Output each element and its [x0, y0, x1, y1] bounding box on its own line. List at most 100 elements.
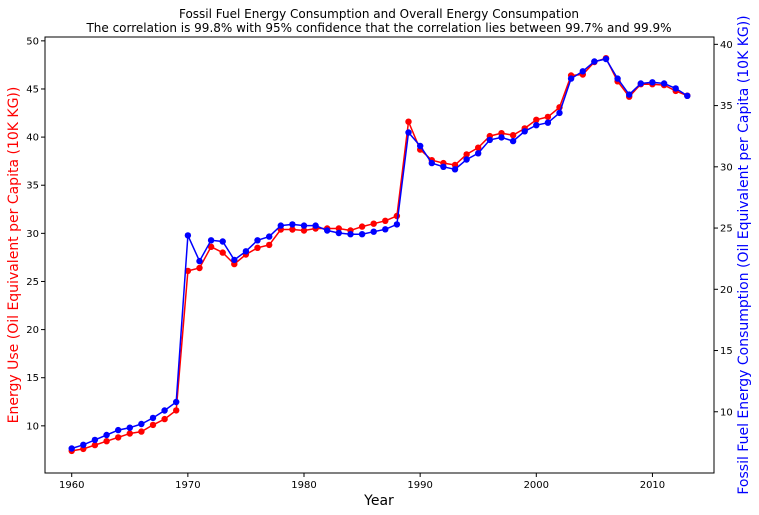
- fossil-fuel-data-point: [324, 227, 331, 234]
- energy-use-data-point: [161, 415, 168, 423]
- energy-use-data-point: [544, 113, 552, 121]
- left-y-tick-label: 15: [26, 373, 39, 384]
- fossil-fuel-data-point: [637, 80, 644, 87]
- right-y-tick-label: 20: [720, 285, 733, 296]
- right-y-tick-label: 25: [720, 224, 733, 235]
- fossil-fuel-data-point: [173, 398, 180, 406]
- fossil-fuel-data-point: [358, 231, 366, 238]
- fossil-fuel-data-point: [544, 119, 552, 126]
- energy-use-data-point: [266, 241, 273, 249]
- fossil-fuel-data-point: [451, 166, 459, 173]
- fossil-fuel-data-point: [126, 424, 133, 431]
- x-tick-label: 1960: [59, 480, 84, 491]
- fossil-fuel-data-point: [161, 407, 168, 414]
- fossil-fuel-data-point: [417, 142, 424, 150]
- energy-use-data-point: [405, 118, 412, 125]
- fossil-fuel-data-point: [231, 256, 238, 264]
- x-tick-label: 1990: [407, 480, 432, 491]
- fossil-fuel-data-point: [115, 426, 122, 434]
- fossil-fuel-data-point: [184, 232, 192, 239]
- fossil-fuel-data-point: [149, 414, 157, 422]
- energy-use-data-point: [91, 441, 99, 449]
- left-y-tick-label: 40: [26, 133, 39, 144]
- energy-use-data-point: [173, 407, 180, 414]
- energy-use-data-point: [126, 430, 133, 437]
- fossil-fuel-data-point: [649, 79, 656, 86]
- plot-frame: [44, 36, 715, 474]
- fossil-fuel-data-point: [660, 80, 668, 87]
- fossil-fuel-data-point: [91, 436, 99, 444]
- fossil-fuel-data-point: [289, 221, 296, 228]
- fossil-fuel-data-point: [68, 445, 75, 452]
- left-y-tick-label: 10: [26, 421, 39, 432]
- fossil-fuel-data-point: [207, 237, 215, 244]
- fossil-fuel-data-point: [335, 229, 342, 237]
- x-axis-label: Year: [363, 493, 394, 509]
- right-y-tick-label: 15: [720, 346, 733, 357]
- fossil-fuel-data-point: [602, 55, 610, 63]
- energy-use-data-point: [475, 144, 482, 151]
- fossil-fuel-data-point: [242, 248, 250, 255]
- right-y-axis-label: Fossil Fuel Energy Consumption (Oil Equi…: [736, 15, 752, 494]
- fossil-fuel-data-point: [428, 159, 435, 167]
- left-y-axis-label: Energy Use (Oil Equivalent per Capita (1…: [6, 87, 22, 424]
- fossil-fuel-data-point: [138, 420, 145, 428]
- right-y-axis: 10 15 20 25 30 35 40: [714, 40, 733, 418]
- left-y-tick-label: 30: [26, 229, 39, 240]
- fossil-fuel-data-point: [103, 431, 110, 439]
- right-y-tick-label: 30: [720, 162, 733, 173]
- x-tick-label: 1980: [291, 480, 316, 491]
- energy-use-data-point: [196, 264, 203, 272]
- energy-use-data-point: [382, 217, 389, 224]
- energy-use-data-point: [393, 212, 401, 220]
- plot-area: [68, 55, 691, 455]
- fossil-fuel-data-point: [533, 122, 540, 129]
- fossil-fuel-data-point: [440, 163, 447, 170]
- energy-use-data-point: [138, 428, 145, 435]
- x-tick-label: 2000: [524, 480, 549, 491]
- fossil-fuel-data-point: [521, 128, 528, 135]
- fossil-fuel-data-point: [579, 68, 586, 75]
- fossil-fuel-data-point: [672, 85, 679, 92]
- fossil-fuel-data-point: [312, 222, 319, 229]
- left-y-tick-label: 45: [26, 84, 39, 95]
- fossil-fuel-data-point: [196, 257, 203, 265]
- left-y-tick-label: 25: [26, 277, 39, 288]
- fossil-fuel-data-point: [266, 233, 273, 240]
- fossil-fuel-data-point: [277, 222, 284, 229]
- fossil-fuel-data-point: [405, 129, 412, 136]
- fossil-fuel-data-point: [475, 150, 482, 157]
- fossil-fuel-data-point: [463, 156, 470, 163]
- energy-use-data-point: [219, 249, 226, 256]
- x-tick-label: 1970: [175, 480, 200, 491]
- right-y-tick-label: 40: [720, 40, 733, 51]
- left-y-tick-label: 35: [26, 181, 39, 192]
- fossil-fuel-data-point: [498, 134, 505, 141]
- energy-use-data-point: [289, 226, 296, 233]
- energy-use-data-point: [103, 438, 110, 445]
- fossil-fuel-data-point: [626, 91, 633, 98]
- fossil-fuel-data-point: [80, 441, 87, 448]
- right-y-tick-label: 10: [720, 407, 733, 418]
- energy-use-data-point: [184, 267, 192, 275]
- fossil-fuel-data-point: [370, 228, 377, 235]
- fossil-fuel-data-point: [486, 136, 493, 144]
- energy-use-data-point: [463, 151, 470, 158]
- energy-use-data-point: [149, 421, 157, 429]
- fossil-fuel-data-point: [254, 237, 261, 244]
- fossil-fuel-data-point: [347, 231, 354, 238]
- fossil-fuel-data-point: [382, 226, 389, 233]
- fossil-fuel-data-point: [509, 137, 517, 145]
- energy-use-data-point: [358, 223, 366, 230]
- fossil-fuel-data-point: [556, 109, 563, 117]
- fossil-fuel-data-point: [393, 221, 401, 228]
- left-y-tick-label: 20: [26, 325, 39, 336]
- chart-title: Fossil Fuel Energy Consumption and Overa…: [179, 7, 579, 21]
- fossil-fuel-data-point: [614, 75, 621, 82]
- fossil-fuel-data-point: [300, 222, 308, 229]
- energy-use-data-point: [300, 227, 308, 234]
- energy-use-data-point: [335, 225, 342, 232]
- energy-use-data-point: [533, 116, 540, 124]
